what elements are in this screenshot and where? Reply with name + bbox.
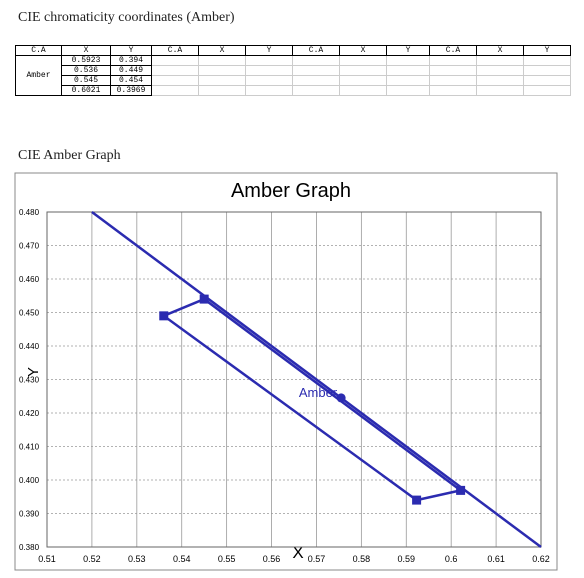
y-tick-label: 0.420 — [19, 409, 40, 418]
y-tick-label: 0.380 — [19, 543, 40, 552]
x-tick-label: 0.62 — [532, 554, 550, 564]
marker — [199, 294, 209, 304]
y-tick-label: 0.430 — [19, 376, 40, 385]
x-tick-label: 0.56 — [263, 554, 281, 564]
y-tick-label: 0.480 — [19, 208, 40, 217]
empty-cell — [523, 85, 571, 96]
y-tick-label: 0.410 — [19, 443, 40, 452]
x-tick-label: 0.58 — [353, 554, 371, 564]
x-tick-label: 0.61 — [487, 554, 505, 564]
x-tick-label: 0.6 — [445, 554, 458, 564]
annotation-label: Amber — [299, 385, 338, 400]
marker — [456, 485, 466, 495]
y-tick-label: 0.450 — [19, 309, 40, 318]
page-title: CIE chromaticity coordinates (Amber) — [18, 10, 235, 25]
chart-frame — [14, 172, 558, 571]
x-tick-label: 0.55 — [218, 554, 236, 564]
x-tick-label: 0.57 — [308, 554, 326, 564]
y-axis-label: Y — [25, 367, 42, 377]
series-line — [91, 210, 542, 549]
x-tick-label: 0.59 — [398, 554, 416, 564]
y-tick-label: 0.400 — [19, 476, 40, 485]
x-tick-label: 0.54 — [173, 554, 191, 564]
y-tick-label: 0.470 — [19, 242, 40, 251]
y-tick-label: 0.440 — [19, 342, 40, 351]
y-tick-label: 0.390 — [19, 510, 40, 519]
x-tick-label: 0.52 — [83, 554, 101, 564]
chart-title: Amber Graph — [231, 180, 351, 202]
x-tick-label: 0.53 — [128, 554, 146, 564]
x-axis-label: X — [292, 543, 303, 562]
plot-area — [46, 211, 542, 548]
x-tick-label: 0.51 — [38, 554, 56, 564]
y-tick-label: 0.460 — [19, 275, 40, 284]
section-title: CIE Amber Graph — [18, 148, 121, 163]
marker — [412, 495, 422, 505]
annotation-point — [336, 393, 346, 403]
coordinates-table: C.A X Y C.A X Y C.A X Y C.A X Y Amber 0.5923 0.394 0.53… — [15, 45, 571, 96]
marker — [159, 311, 169, 321]
